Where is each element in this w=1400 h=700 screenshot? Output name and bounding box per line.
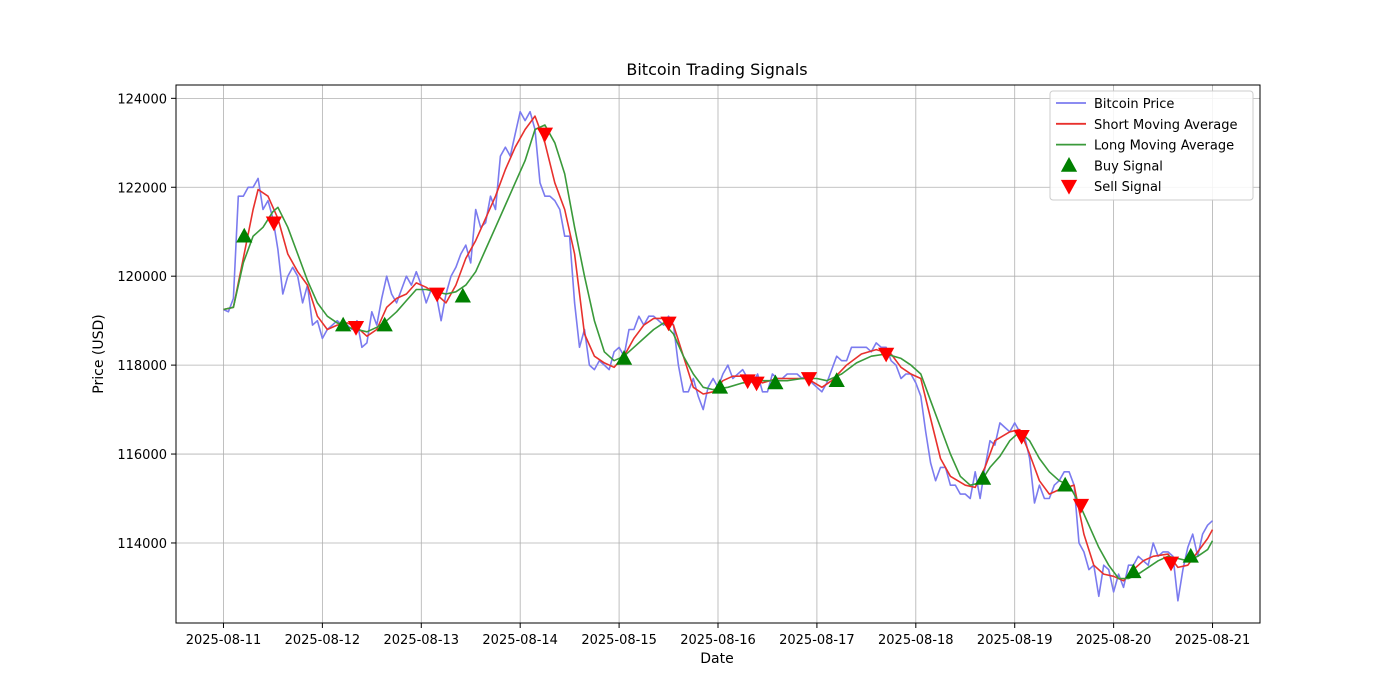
- y-tick-label: 124000: [117, 92, 167, 107]
- buy-signal-marker: [828, 372, 845, 387]
- sell-signal-marker: [800, 372, 818, 387]
- legend-box: [1049, 90, 1254, 201]
- sell-signal-marker: [878, 347, 895, 363]
- y-axis-ticks: 114000 116000 118000 120000 122000 124000: [117, 92, 176, 552]
- x-tick-label: 2025-08-15: [581, 633, 657, 648]
- x-tick-label: 2025-08-20: [1076, 633, 1152, 648]
- buy-signal-marker: [711, 378, 729, 394]
- buy-signal-marker: [1125, 563, 1142, 579]
- x-tick-label: 2025-08-21: [1175, 633, 1251, 648]
- sell-signal-marker: [1072, 498, 1090, 514]
- legend-marker-swatch: [1060, 157, 1078, 172]
- x-tick-label: 2025-08-13: [384, 633, 460, 648]
- y-tick-label: 120000: [117, 270, 167, 285]
- sell-signal-marker: [660, 316, 677, 332]
- sell-signal-marker: [347, 321, 365, 336]
- plot-signals: [236, 127, 1199, 579]
- x-tick-label: 2025-08-11: [186, 633, 262, 648]
- x-axis-ticks: 2025-08-11 2025-08-12 2025-08-13 2025-08-14…: [186, 623, 1251, 648]
- legend-marker-swatch: [1060, 179, 1078, 195]
- sell-signal-marker: [1162, 556, 1180, 572]
- buy-signal-marker: [335, 316, 352, 332]
- x-tick-label: 2025-08-18: [878, 633, 954, 648]
- x-tick-label: 2025-08-14: [482, 633, 558, 648]
- y-tick-label: 114000: [117, 537, 167, 552]
- legend-label: Long Moving Average: [1094, 139, 1234, 154]
- y-tick-label: 118000: [117, 359, 167, 374]
- x-tick-label: 2025-08-19: [977, 633, 1053, 648]
- x-tick-label: 2025-08-17: [779, 633, 855, 648]
- buy-signal-marker: [974, 470, 992, 485]
- legend-label: Short Moving Average: [1094, 118, 1238, 133]
- sell-signal-marker: [748, 376, 765, 392]
- x-tick-label: 2025-08-12: [285, 633, 361, 648]
- legend-label: Buy Signal: [1094, 159, 1163, 174]
- y-tick-label: 122000: [117, 181, 167, 196]
- sell-signal-marker: [428, 287, 446, 303]
- buy-signal-marker: [1182, 547, 1199, 563]
- y-tick-label: 116000: [117, 448, 167, 463]
- buy-signal-marker: [615, 350, 633, 365]
- long-ma-line: [223, 124, 1214, 580]
- chart-title: Bitcoin Trading Signals: [626, 60, 807, 79]
- sell-signal-marker: [1013, 429, 1030, 445]
- buy-signal-marker: [1057, 476, 1074, 492]
- x-axis-label: Date: [700, 651, 733, 667]
- x-tick-label: 2025-08-16: [680, 633, 756, 648]
- legend: Bitcoin Price Short Moving Average Long Mo…: [1049, 90, 1254, 201]
- buy-signal-marker: [767, 374, 784, 390]
- buy-signal-marker: [376, 316, 393, 332]
- buy-signal-marker: [454, 287, 471, 303]
- legend-label: Sell Signal: [1094, 180, 1162, 195]
- sell-signal-marker: [536, 127, 554, 143]
- sell-signal-marker: [265, 216, 283, 232]
- y-axis-label: Price (USD): [91, 314, 107, 393]
- legend-label: Bitcoin Price: [1094, 97, 1174, 112]
- buy-signal-marker: [236, 227, 253, 243]
